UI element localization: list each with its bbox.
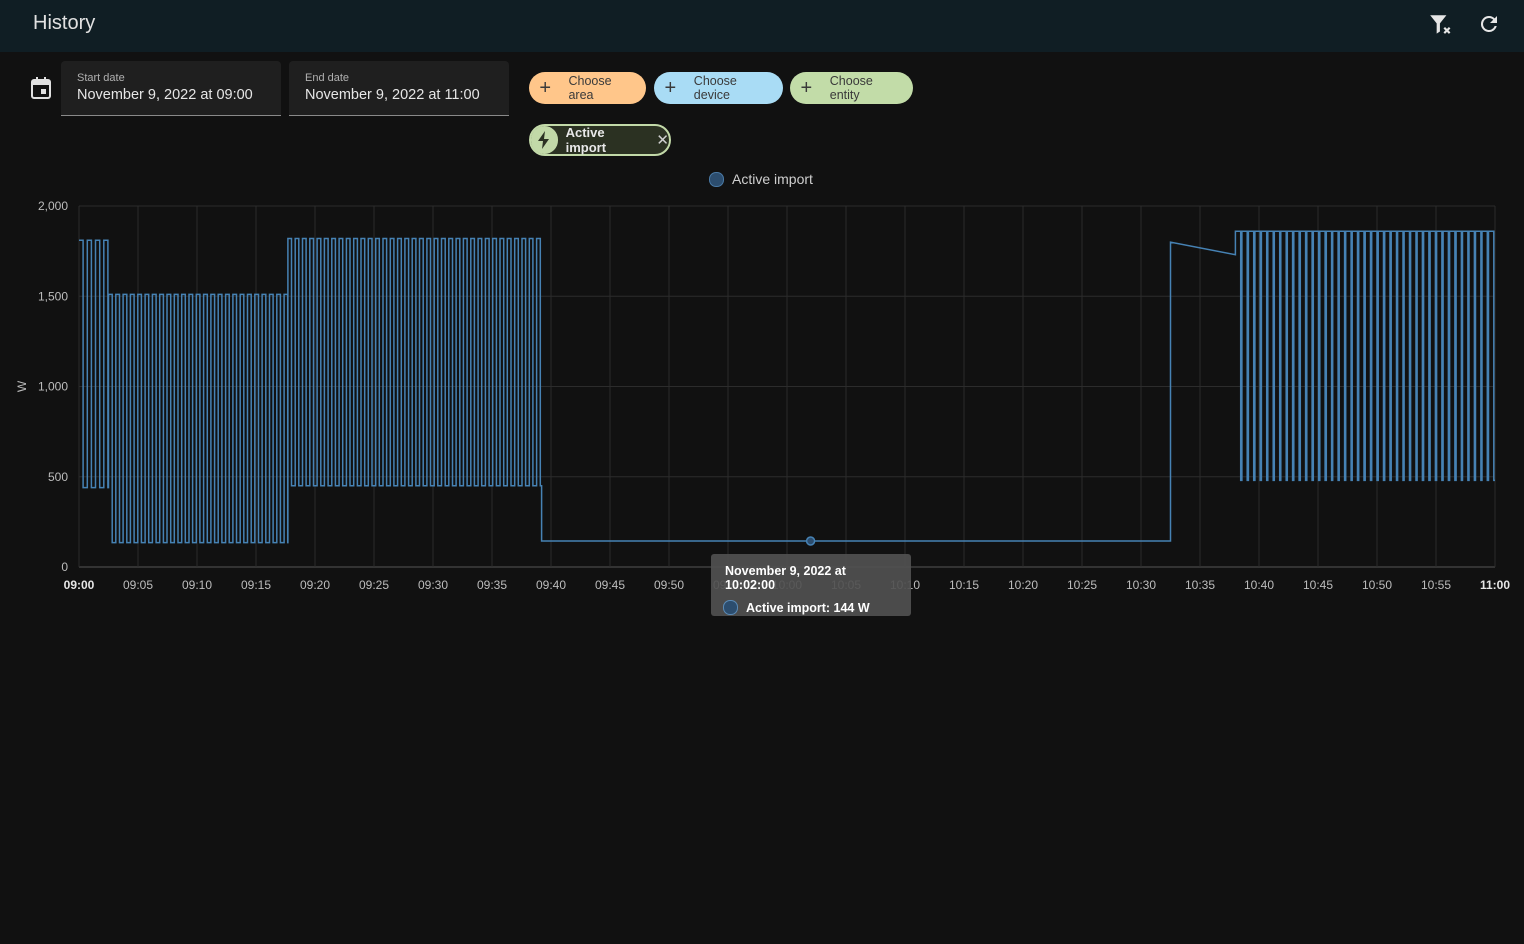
plus-icon: + — [800, 77, 813, 99]
choose-device-chip[interactable]: + Choose device — [654, 72, 783, 104]
x-tick-label: 10:45 — [1303, 578, 1333, 592]
x-tick-label: 09:15 — [241, 578, 271, 592]
y-tick-label: 0 — [61, 560, 68, 574]
plus-icon: + — [539, 77, 552, 99]
start-date-label: Start date — [77, 72, 125, 84]
x-tick-label: 09:45 — [595, 578, 625, 592]
end-date-value: November 9, 2022 at 11:00 — [305, 87, 480, 103]
x-tick-label: 09:05 — [123, 578, 153, 592]
x-tick-label: 10:35 — [1185, 578, 1215, 592]
x-tick-label: 10:50 — [1362, 578, 1392, 592]
x-tick-label: 09:35 — [477, 578, 507, 592]
y-tick-label: 1,500 — [38, 289, 68, 303]
lightning-bolt-icon — [531, 126, 558, 154]
start-date-value: November 9, 2022 at 09:00 — [77, 87, 253, 103]
page-title: History — [33, 12, 96, 34]
tooltip-value: Active import: 144 W — [746, 600, 870, 615]
choose-device-label: Choose device — [693, 74, 737, 102]
hover-point — [805, 536, 816, 546]
y-tick-label: 500 — [48, 470, 68, 484]
tooltip-row: Active import: 144 W — [723, 600, 897, 615]
refresh-icon[interactable] — [1477, 12, 1503, 38]
y-tick-label: 2,000 — [38, 199, 68, 213]
start-date-field[interactable]: Start date November 9, 2022 at 09:00 — [61, 61, 281, 116]
x-tick-label: 09:40 — [536, 578, 566, 592]
x-tick-label: 09:25 — [359, 578, 389, 592]
x-tick-label: 09:20 — [300, 578, 330, 592]
y-axis-label: W — [15, 380, 29, 392]
selected-entity-chip[interactable]: Active import ✕ — [529, 124, 671, 156]
plus-icon: + — [664, 77, 677, 99]
tooltip-title: November 9, 2022 at 10:02:00 — [725, 564, 846, 592]
end-date-field[interactable]: End date November 9, 2022 at 11:00 — [289, 61, 509, 116]
x-tick-label: 09:00 — [64, 578, 95, 592]
x-tick-label: 10:40 — [1244, 578, 1274, 592]
legend-swatch — [709, 171, 724, 187]
x-tick-label: 09:30 — [418, 578, 448, 592]
x-tick-label: 10:20 — [1008, 578, 1038, 592]
x-tick-label: 09:50 — [654, 578, 684, 592]
choose-entity-label: Choose entity — [829, 74, 873, 102]
x-tick-label: 10:25 — [1067, 578, 1097, 592]
selected-entity-label: Active import — [565, 125, 607, 155]
close-icon[interactable]: ✕ — [656, 132, 669, 149]
end-date-label: End date — [305, 72, 350, 84]
choose-area-chip[interactable]: + Choose area — [529, 72, 646, 104]
choose-entity-chip[interactable]: + Choose entity — [790, 72, 913, 104]
series-line — [79, 230, 1495, 544]
x-tick-label: 10:15 — [949, 578, 979, 592]
x-tick-label: 09:10 — [182, 578, 212, 592]
x-tick-label: 11:00 — [1480, 578, 1510, 592]
y-tick-label: 1,000 — [38, 380, 68, 394]
x-tick-label: 10:55 — [1421, 578, 1451, 592]
chart-legend-item[interactable]: Active import — [709, 171, 813, 187]
calendar-icon[interactable] — [30, 76, 52, 100]
top-app-bar: History — [0, 0, 1524, 52]
history-chart[interactable]: 0 500 1,000 1,500 2,000 09:00 09:05 09:10 09:15 0… — [0, 190, 1524, 600]
legend-label: Active import — [732, 171, 813, 187]
chart-tooltip: November 9, 2022 at 10:02:00 Active impo… — [711, 554, 911, 616]
x-tick-label: 10:30 — [1126, 578, 1156, 592]
tooltip-swatch — [723, 600, 738, 615]
filter-remove-icon[interactable] — [1428, 12, 1454, 38]
choose-area-label: Choose area — [568, 74, 612, 102]
